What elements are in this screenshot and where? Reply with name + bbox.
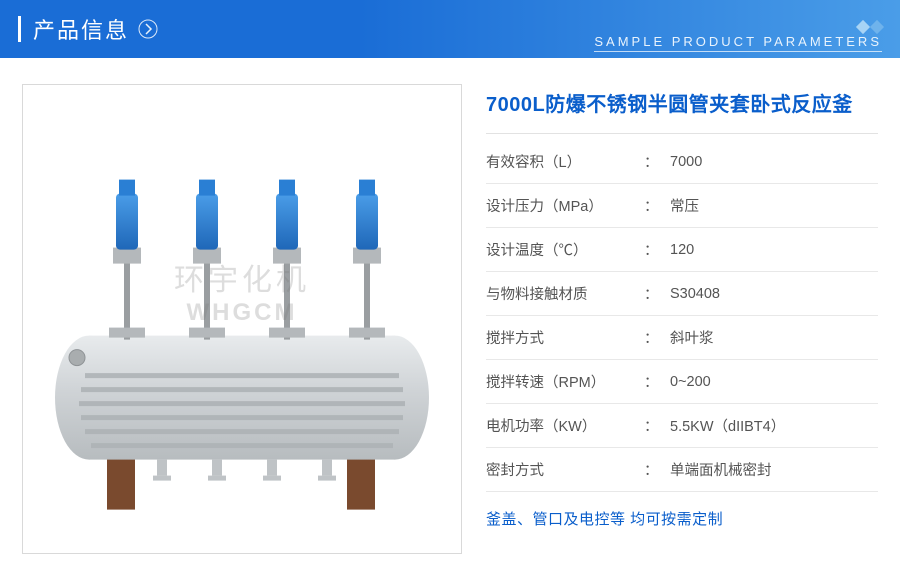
spec-list: 有效容积（L）：7000设计压力（MPa）：常压设计温度（℃）：120与物料接触… (486, 140, 878, 492)
spec-colon: ： (644, 195, 670, 216)
spec-colon: ： (644, 327, 670, 348)
spec-label: 搅拌转速（RPM） (486, 371, 644, 392)
spec-row: 设计温度（℃）：120 (486, 228, 878, 272)
spec-value: S30408 (670, 286, 878, 302)
spec-colon: ： (644, 151, 670, 172)
content: 环宇化机 WHGCM 7000L防爆不锈钢半圆管夹套卧式反应釜 有效容积（L）：… (0, 58, 900, 574)
spec-value: 常压 (670, 195, 878, 216)
product-image: 环宇化机 WHGCM (22, 84, 462, 554)
spec-value: 0~200 (670, 374, 878, 390)
spec-label: 有效容积（L） (486, 151, 644, 172)
spec-label: 设计压力（MPa） (486, 195, 644, 216)
spec-row: 搅拌方式：斜叶浆 (486, 316, 878, 360)
diamond-icon (856, 20, 870, 34)
spec-value: 单端面机械密封 (670, 459, 878, 480)
spec-value: 120 (670, 242, 878, 258)
decor-diamonds (594, 22, 882, 32)
spec-label: 电机功率（KW） (486, 415, 644, 436)
spec-colon: ： (644, 415, 670, 436)
spec-row: 搅拌转速（RPM）：0~200 (486, 360, 878, 404)
spec-label: 设计温度（℃） (486, 239, 644, 260)
spec-label: 搅拌方式 (486, 327, 644, 348)
spec-row: 密封方式：单端面机械密封 (486, 448, 878, 492)
spec-value: 5.5KW（dIIBT4） (670, 415, 878, 436)
chevron-right-icon (137, 18, 159, 40)
spec-row: 与物料接触材质：S30408 (486, 272, 878, 316)
header-title: 产品信息 (33, 13, 129, 45)
reactor-illustration (37, 140, 447, 530)
spec-row: 电机功率（KW）：5.5KW（dIIBT4） (486, 404, 878, 448)
spec-value: 7000 (670, 154, 878, 170)
header: 产品信息 SAMPLE PRODUCT PARAMETERS (0, 0, 900, 58)
product-note: 釜盖、管口及电控等 均可按需定制 (486, 508, 878, 529)
spec-row: 有效容积（L）：7000 (486, 140, 878, 184)
spec-colon: ： (644, 239, 670, 260)
spec-value: 斜叶浆 (670, 327, 878, 348)
spec-colon: ： (644, 283, 670, 304)
header-accent-bar (18, 16, 21, 42)
spec-panel: 7000L防爆不锈钢半圆管夹套卧式反应釜 有效容积（L）：7000设计压力（MP… (486, 84, 878, 554)
header-subtitle: SAMPLE PRODUCT PARAMETERS (594, 34, 882, 52)
spec-colon: ： (644, 459, 670, 480)
diamond-icon (870, 20, 884, 34)
header-right: SAMPLE PRODUCT PARAMETERS (594, 22, 882, 52)
spec-label: 密封方式 (486, 459, 644, 480)
spec-label: 与物料接触材质 (486, 283, 644, 304)
spec-colon: ： (644, 371, 670, 392)
product-title: 7000L防爆不锈钢半圆管夹套卧式反应釜 (486, 88, 878, 134)
spec-row: 设计压力（MPa）：常压 (486, 184, 878, 228)
